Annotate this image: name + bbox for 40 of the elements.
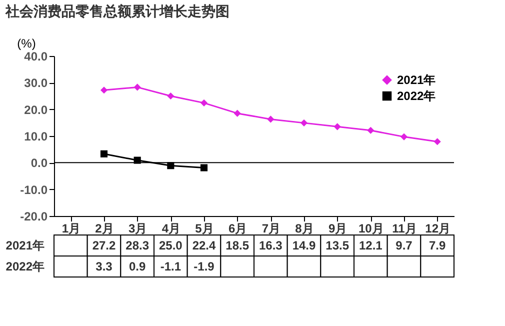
x-tick-label: 9月	[328, 222, 348, 236]
data-label: 13.5	[326, 238, 350, 252]
data-label: 7.9	[428, 238, 446, 252]
data-label: 18.5	[226, 238, 250, 252]
x-tick-label: 4月	[162, 222, 181, 236]
data-label: 3.3	[96, 260, 113, 274]
x-tick-label: 11月	[392, 222, 417, 236]
data-label: 25.0	[158, 238, 183, 252]
data-label: 0.9	[128, 260, 146, 274]
x-tick-label: 5月	[195, 222, 214, 236]
y-tick-label: 20.0	[24, 102, 48, 117]
y-tick-label: 30.0	[24, 76, 48, 90]
data-label: 16.3	[258, 238, 283, 252]
x-tick-label: 7月	[262, 222, 281, 236]
data-label: 28.3	[126, 238, 150, 252]
text: 2022年	[6, 260, 44, 274]
data-label: -1.9	[194, 260, 215, 274]
legend-label: 2021年	[397, 73, 436, 87]
x-tick-label: 10月	[358, 222, 384, 236]
y-axis-title: (%)	[17, 36, 36, 50]
x-tick-label: 3月	[128, 222, 148, 236]
data-label: 12.1	[358, 238, 383, 252]
x-tick-label: 8月	[295, 222, 314, 236]
y-tick-label: 40.0	[24, 50, 48, 64]
data-label: 14.9	[292, 238, 316, 252]
data-label: 27.2	[92, 238, 116, 252]
legend-label: 2022年	[397, 89, 436, 103]
x-tick-label: 1月	[62, 222, 81, 236]
y-tick-label: 10.0	[24, 130, 48, 144]
data-label: -1.1	[160, 260, 182, 274]
y-tick-label: -10.0	[20, 182, 48, 197]
y-tick-label: -20.0	[20, 210, 48, 224]
chart-title: 社会消费品零售总额累计增长走势图	[4, 3, 230, 19]
data-label: 22.4	[192, 238, 216, 252]
data-label: 9.7	[396, 238, 413, 252]
x-tick-label: 6月	[228, 222, 248, 236]
y-tick-label: 0.0	[30, 156, 48, 170]
text: 2021年	[6, 238, 44, 252]
x-tick-label: 12月	[425, 222, 451, 236]
x-tick-label: 2月	[95, 222, 114, 236]
